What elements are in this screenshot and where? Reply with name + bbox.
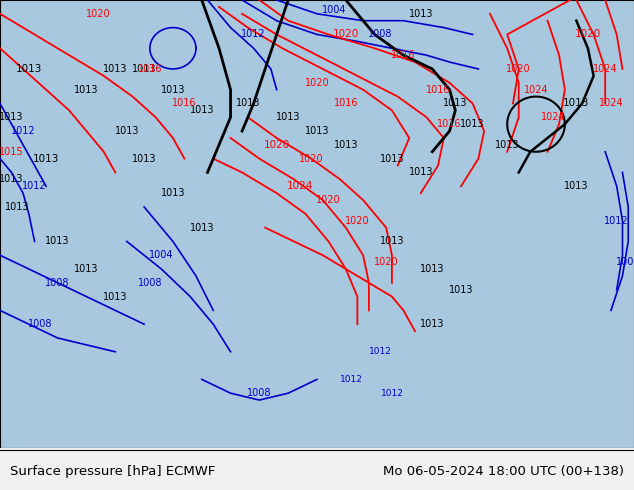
Text: 1013: 1013 — [495, 140, 519, 150]
Text: 1013: 1013 — [420, 319, 444, 329]
Text: Surface pressure [hPa] ECMWF: Surface pressure [hPa] ECMWF — [10, 465, 215, 478]
Text: 1013: 1013 — [276, 112, 301, 122]
Text: 1008: 1008 — [247, 388, 271, 398]
Text: Mo 06-05-2024 18:00 UTC (00+138): Mo 06-05-2024 18:00 UTC (00+138) — [384, 465, 624, 478]
Text: 1016: 1016 — [437, 119, 462, 129]
Text: 1013: 1013 — [333, 140, 358, 150]
Text: 1020: 1020 — [305, 78, 329, 88]
Text: 1013: 1013 — [115, 126, 139, 136]
Text: 1013: 1013 — [408, 168, 433, 177]
Text: 1013: 1013 — [449, 285, 474, 294]
Text: 1004: 1004 — [149, 250, 174, 260]
Text: 1013: 1013 — [190, 105, 214, 115]
Text: 1016: 1016 — [426, 85, 450, 95]
Text: 1013: 1013 — [103, 292, 127, 302]
Text: 1012: 1012 — [380, 389, 403, 398]
Text: 1013: 1013 — [160, 85, 185, 95]
Text: 1013: 1013 — [132, 64, 157, 74]
Text: 1013: 1013 — [33, 154, 60, 164]
Text: 1013: 1013 — [74, 85, 99, 95]
Text: 1013: 1013 — [46, 236, 70, 246]
Text: 1020: 1020 — [374, 257, 399, 267]
Text: 1013: 1013 — [564, 181, 588, 191]
Text: 1013: 1013 — [74, 264, 99, 274]
Text: 1012: 1012 — [22, 181, 47, 191]
Text: 1012: 1012 — [369, 347, 392, 356]
Text: 1020: 1020 — [316, 195, 341, 205]
Text: 1016: 1016 — [391, 50, 416, 60]
Text: 1016: 1016 — [333, 98, 358, 108]
Text: 1008: 1008 — [138, 278, 162, 288]
Text: 1020: 1020 — [299, 154, 323, 164]
Text: 1013: 1013 — [103, 64, 127, 74]
Text: 1013: 1013 — [563, 98, 590, 108]
Text: 1024: 1024 — [541, 112, 566, 122]
Text: 1015: 1015 — [0, 147, 24, 157]
Text: 1012: 1012 — [604, 216, 629, 226]
Text: 1024: 1024 — [524, 85, 548, 95]
Text: 1013: 1013 — [420, 264, 444, 274]
Text: 1024: 1024 — [287, 181, 313, 191]
Text: 1013: 1013 — [190, 222, 214, 233]
Text: 1013: 1013 — [0, 112, 24, 122]
Text: 1020: 1020 — [345, 216, 370, 226]
Text: 1013: 1013 — [236, 98, 260, 108]
Text: 1013: 1013 — [408, 9, 433, 19]
Text: 1020: 1020 — [333, 29, 359, 40]
Text: 1008: 1008 — [368, 29, 392, 40]
Text: 1013: 1013 — [380, 236, 404, 246]
Text: 1008: 1008 — [46, 278, 70, 288]
Text: 1020: 1020 — [264, 140, 290, 150]
Text: 1008: 1008 — [616, 257, 634, 267]
Text: 1013: 1013 — [132, 154, 157, 164]
Text: 1012: 1012 — [242, 29, 266, 40]
Text: 1020: 1020 — [86, 9, 110, 19]
Text: 1013: 1013 — [380, 154, 404, 164]
Text: 1013: 1013 — [443, 98, 468, 108]
Text: 1012: 1012 — [340, 375, 363, 384]
Text: 1013: 1013 — [5, 202, 30, 212]
Text: 1012: 1012 — [11, 126, 36, 136]
Text: 1016: 1016 — [138, 64, 162, 74]
Text: 1013: 1013 — [16, 64, 42, 74]
Text: 1020: 1020 — [575, 29, 601, 40]
Text: 1008: 1008 — [28, 319, 53, 329]
Text: 1020: 1020 — [507, 64, 531, 74]
Text: 1004: 1004 — [322, 5, 347, 15]
Text: 1016: 1016 — [172, 98, 197, 108]
Text: 1013: 1013 — [160, 188, 185, 198]
Text: 1024: 1024 — [593, 64, 618, 74]
Text: 1013: 1013 — [305, 126, 329, 136]
Text: 1013: 1013 — [0, 174, 24, 184]
Text: 1013: 1013 — [460, 119, 485, 129]
Text: 1024: 1024 — [598, 98, 623, 108]
